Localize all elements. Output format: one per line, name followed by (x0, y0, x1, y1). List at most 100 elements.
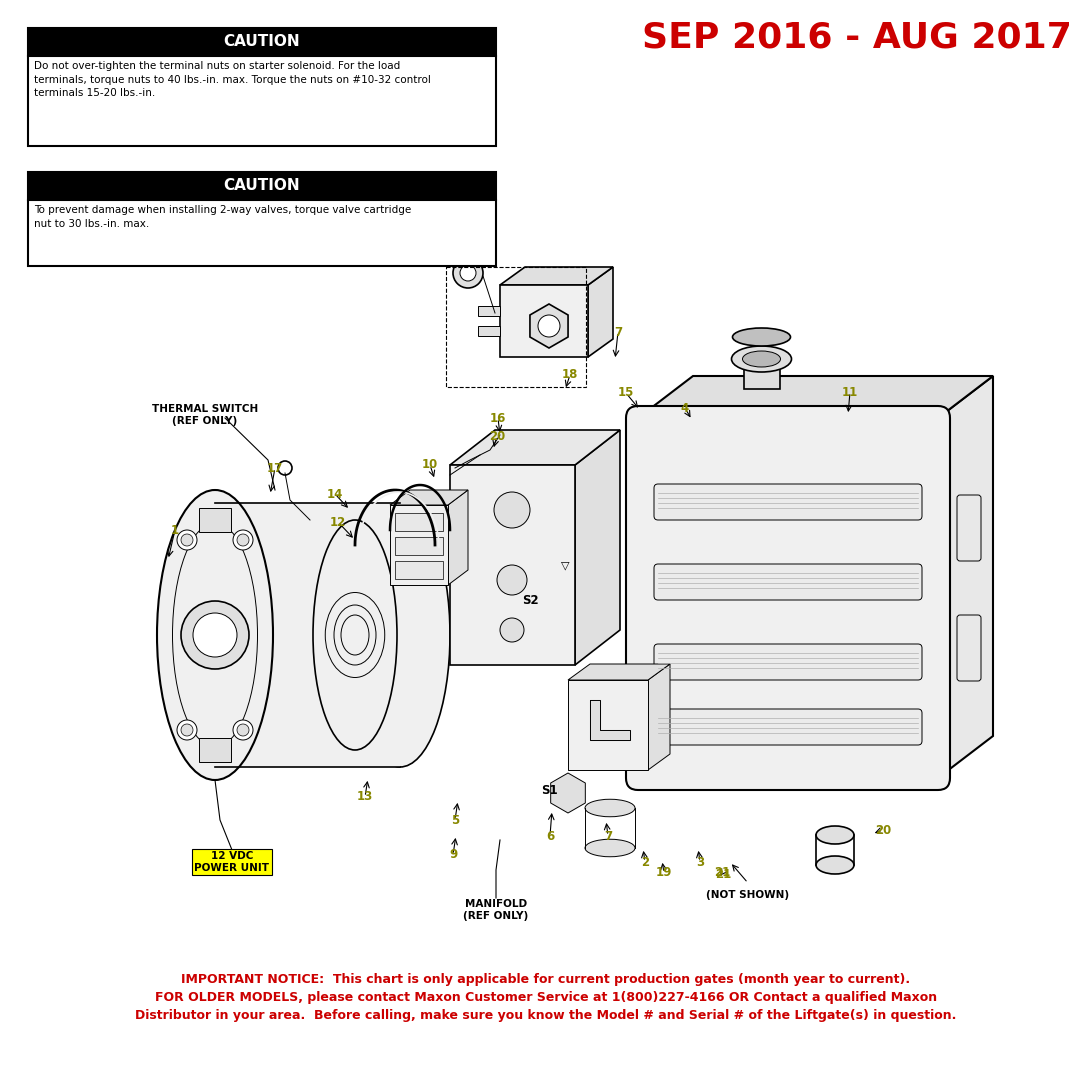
Text: IMPORTANT NOTICE:  This chart is only applicable for current production gates (m: IMPORTANT NOTICE: This chart is only app… (181, 973, 911, 986)
Text: MANIFOLD
(REF ONLY): MANIFOLD (REF ONLY) (463, 899, 529, 921)
Polygon shape (550, 773, 585, 814)
Polygon shape (590, 700, 630, 740)
Text: 15: 15 (618, 387, 634, 400)
Polygon shape (575, 430, 620, 665)
Polygon shape (568, 664, 670, 680)
Bar (28, 200, 496, 266)
Ellipse shape (193, 613, 237, 657)
Ellipse shape (351, 503, 450, 767)
Polygon shape (390, 490, 468, 505)
Ellipse shape (181, 601, 249, 669)
Text: FOR OLDER MODELS, please contact Maxon Customer Service at 1(800)227-4166 OR Con: FOR OLDER MODELS, please contact Maxon C… (155, 992, 937, 1005)
Ellipse shape (585, 840, 636, 857)
Bar (450, 465, 575, 665)
Bar (500, 285, 587, 357)
Bar (395, 513, 443, 531)
Ellipse shape (233, 530, 253, 550)
Text: 10: 10 (422, 459, 438, 472)
Bar (28, 28, 496, 56)
FancyBboxPatch shape (199, 508, 232, 532)
Bar (395, 561, 443, 579)
Text: Distributor in your area.  Before calling, make sure you know the Model # and Se: Distributor in your area. Before calling… (135, 1009, 957, 1022)
Text: S2: S2 (522, 593, 538, 606)
FancyBboxPatch shape (957, 495, 981, 561)
Text: To prevent damage when installing 2-way valves, torque valve cartridge
nut to 30: To prevent damage when installing 2-way … (34, 205, 412, 228)
Bar (446, 268, 586, 387)
Ellipse shape (237, 724, 249, 736)
Polygon shape (938, 376, 993, 778)
Text: 12: 12 (330, 515, 346, 529)
Text: 11: 11 (842, 385, 858, 399)
Ellipse shape (181, 724, 193, 736)
Ellipse shape (816, 826, 854, 844)
Bar (478, 327, 500, 336)
Ellipse shape (181, 534, 193, 546)
FancyBboxPatch shape (654, 484, 922, 520)
Text: 4: 4 (681, 402, 689, 415)
Bar (395, 537, 443, 555)
Ellipse shape (233, 720, 253, 740)
Text: CAUTION: CAUTION (224, 178, 300, 193)
Ellipse shape (494, 492, 530, 529)
Bar (28, 56, 496, 146)
Ellipse shape (538, 314, 560, 337)
Bar (744, 359, 780, 389)
Text: 7: 7 (614, 325, 622, 339)
Text: 21: 21 (714, 866, 731, 879)
Polygon shape (638, 376, 993, 418)
Text: CAUTION: CAUTION (224, 35, 300, 49)
Text: 14: 14 (327, 487, 343, 500)
Text: 16: 16 (490, 412, 507, 425)
Bar (478, 306, 500, 316)
Text: 19: 19 (656, 866, 673, 879)
Text: 17: 17 (266, 462, 283, 475)
Text: SEP 2016 - AUG 2017: SEP 2016 - AUG 2017 (642, 21, 1072, 55)
FancyBboxPatch shape (654, 644, 922, 680)
Text: 18: 18 (561, 368, 578, 381)
Text: THERMAL SWITCH
(REF ONLY): THERMAL SWITCH (REF ONLY) (152, 404, 258, 426)
Text: 9: 9 (449, 848, 458, 862)
Ellipse shape (733, 328, 791, 346)
Ellipse shape (313, 520, 397, 750)
FancyBboxPatch shape (957, 615, 981, 681)
Text: 13: 13 (357, 791, 373, 804)
Polygon shape (500, 268, 613, 285)
Ellipse shape (157, 490, 273, 780)
FancyBboxPatch shape (626, 406, 950, 790)
Ellipse shape (453, 258, 483, 288)
Polygon shape (530, 304, 568, 348)
Ellipse shape (500, 618, 524, 642)
Text: 20: 20 (875, 823, 891, 836)
Text: Do not over-tighten the terminal nuts on starter solenoid. For the load
terminal: Do not over-tighten the terminal nuts on… (34, 61, 431, 98)
Ellipse shape (177, 530, 197, 550)
Text: 7: 7 (604, 830, 612, 843)
Polygon shape (448, 490, 468, 585)
Text: 5: 5 (451, 814, 459, 827)
Text: 2: 2 (641, 855, 649, 868)
Text: 21: 21 (715, 868, 732, 881)
FancyBboxPatch shape (199, 738, 232, 762)
Polygon shape (587, 268, 613, 357)
Text: 20: 20 (489, 429, 506, 442)
Ellipse shape (732, 346, 792, 372)
FancyBboxPatch shape (654, 709, 922, 745)
Text: S1: S1 (541, 783, 557, 796)
Ellipse shape (743, 351, 781, 367)
Text: ▽: ▽ (561, 560, 569, 570)
Bar (390, 505, 448, 585)
Text: 6: 6 (546, 830, 554, 843)
FancyBboxPatch shape (654, 563, 922, 600)
Text: 8: 8 (486, 217, 494, 230)
Ellipse shape (460, 265, 476, 281)
Text: (NOT SHOWN): (NOT SHOWN) (707, 890, 790, 900)
Ellipse shape (816, 856, 854, 874)
Ellipse shape (173, 523, 258, 747)
Text: 1: 1 (171, 523, 179, 536)
Text: 12 VDC
POWER UNIT: 12 VDC POWER UNIT (194, 851, 270, 873)
Text: 3: 3 (696, 855, 704, 868)
Ellipse shape (497, 565, 527, 595)
Bar (28, 173, 496, 200)
Bar (568, 680, 648, 770)
Ellipse shape (585, 799, 636, 817)
FancyBboxPatch shape (215, 503, 400, 767)
